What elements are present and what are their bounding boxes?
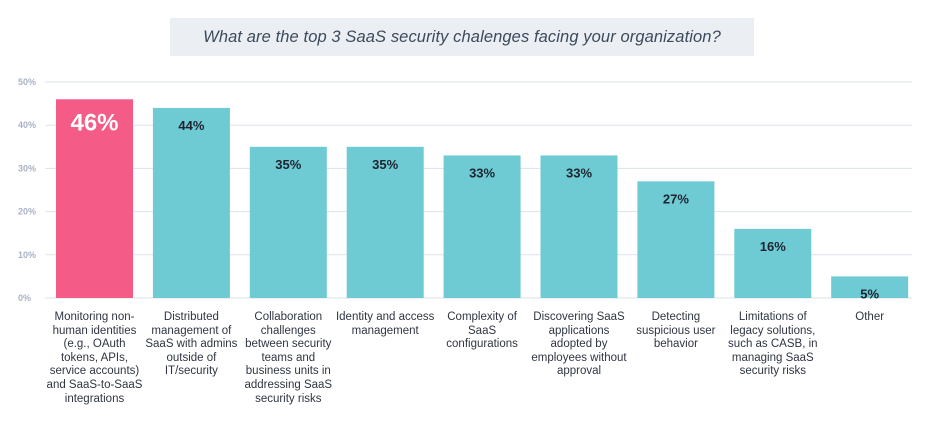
bar [831,276,909,298]
chart-title-box: What are the top 3 SaaS security chaleng… [170,18,754,56]
bar [346,146,424,298]
category-label: Other [855,311,885,323]
category-label: Distributed management of SaaS with admi… [145,311,238,378]
bar-value-label: 5% [860,286,879,301]
y-tick-label: 0% [18,293,31,303]
y-tick-label: 30% [18,163,36,173]
bar [637,181,715,298]
bar-value-label: 16% [760,239,786,254]
y-tick-label: 40% [18,120,36,130]
bar [56,99,133,298]
bar [152,107,230,298]
y-tick-label: 20% [18,207,36,217]
chart-title: What are the top 3 SaaS security chaleng… [203,27,721,46]
bar-value-label: 44% [178,118,204,133]
bar [249,146,327,298]
bar [734,228,812,298]
bar-value-label: 35% [275,157,301,172]
bar [443,155,521,298]
bar-value-label: 33% [566,165,592,180]
category-label: Identity and access management [335,311,435,337]
y-tick-label: 50% [18,77,36,87]
bar-value-label: 46% [70,109,118,136]
bar-value-label: 27% [663,191,689,206]
bar-value-label: 35% [372,157,398,172]
bar-value-label: 33% [469,165,495,180]
category-label: Limitations of legacy solutions, such as… [728,311,818,378]
category-label: Monitoring non-human identities (e.g., O… [46,311,143,405]
category-label: Detecting suspicious user behavior [636,311,716,351]
y-tick-label: 10% [18,250,36,260]
bar [540,155,618,298]
category-label: Complexity of SaaS configurations [446,311,518,351]
category-label: Collaboration challenges between securit… [244,311,333,405]
category-label: Discovering SaaS applications adopted by… [531,311,627,378]
